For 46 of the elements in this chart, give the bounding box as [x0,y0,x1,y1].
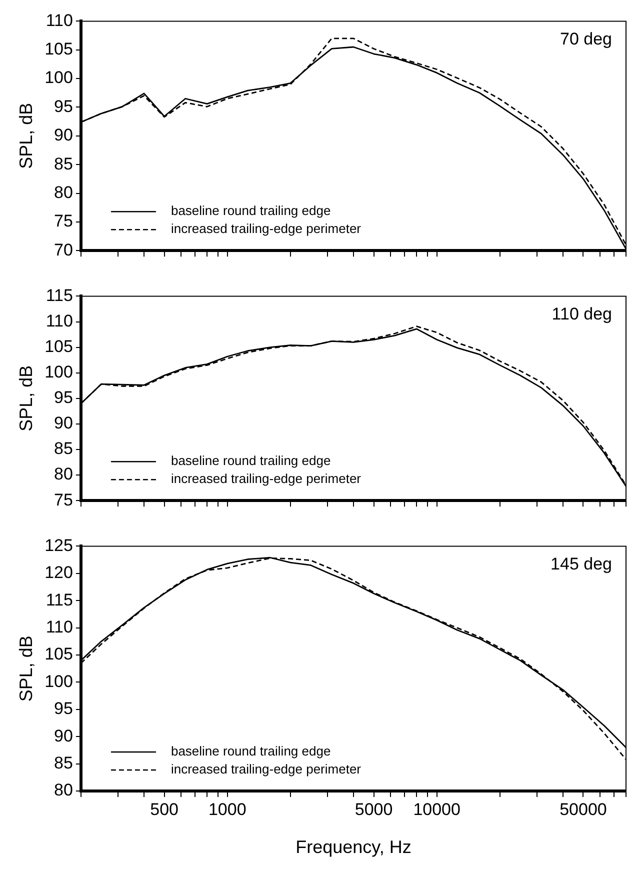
y-tick-label: 70 [54,240,73,260]
legend-label: baseline round trailing edge [170,203,331,218]
y-axis-title: SPL, dB [16,102,36,169]
y-tick-label: 90 [54,726,73,746]
y-tick-label: 85 [54,439,73,458]
x-tick-label: 10000 [413,800,460,819]
y-tick-label: 80 [54,182,73,202]
y-tick-label: 105 [44,40,73,59]
y-tick-label: 105 [44,336,73,356]
legend-label: baseline round trailing edge [170,744,331,759]
y-tick-label: 100 [44,672,73,691]
x-tick-label: 1000 [208,800,246,819]
y-tick-label: 95 [54,388,73,408]
y-tick-label: 90 [54,126,73,145]
x-axis-title: Frequency, Hz [296,837,412,858]
x-tick-label: 5000 [354,800,393,819]
annotation: 145 deg [550,554,612,574]
annotation: 110 deg [552,304,612,324]
y-tick-label: 80 [54,780,73,800]
y-tick-label: 110 [46,617,73,636]
x-tick-label: 500 [150,800,179,819]
y-tick-label: 115 [46,286,73,305]
y-tick-label: 95 [54,96,73,116]
y-tick-label: 85 [54,154,73,174]
y-tick-label: 110 [46,10,73,30]
y-tick-label: 115 [46,590,73,610]
y-tick-label: 75 [54,212,73,231]
legend-label: baseline round trailing edge [170,453,331,468]
y-tick-label: 100 [44,68,73,88]
y-tick-label: 100 [44,362,73,382]
y-tick-label: 105 [44,644,73,664]
y-tick-label: 80 [54,464,73,484]
y-tick-label: 85 [54,753,73,772]
y-tick-label: 125 [44,536,73,555]
y-tick-label: 75 [54,490,73,510]
y-tick-label: 95 [54,699,73,718]
x-tick-label: 50000 [560,800,607,819]
y-tick-label: 90 [54,414,73,433]
legend-label: increased trailing-edge perimeter [170,471,362,486]
y-tick-label: 110 [46,311,73,330]
y-axis-title: SPL, dB [16,636,36,702]
legend-label: increased trailing-edge perimeter [170,221,362,236]
y-tick-label: 120 [44,563,73,582]
y-axis-title: SPL, dB [16,365,36,432]
legend-label: increased trailing-edge perimeter [170,762,362,777]
annotation: 70 deg [560,29,612,48]
